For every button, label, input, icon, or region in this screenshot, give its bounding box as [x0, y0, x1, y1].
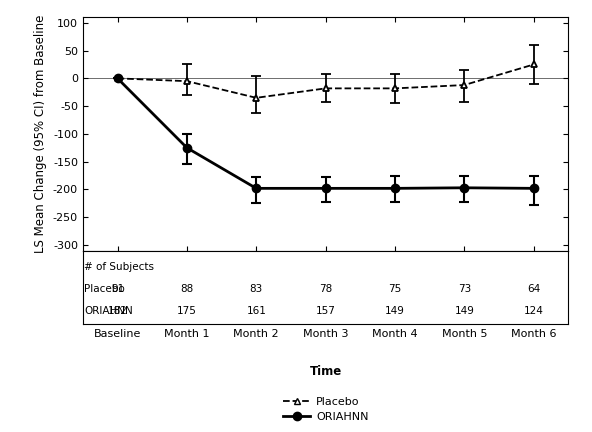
Text: Month 5: Month 5: [442, 329, 487, 339]
Text: 64: 64: [527, 283, 540, 294]
Text: Month 6: Month 6: [511, 329, 556, 339]
Text: ORIAHNN: ORIAHNN: [84, 306, 133, 316]
Text: 182: 182: [108, 306, 127, 316]
Text: 83: 83: [250, 283, 263, 294]
Text: 149: 149: [454, 306, 474, 316]
Text: Month 1: Month 1: [164, 329, 210, 339]
Text: 157: 157: [316, 306, 336, 316]
Text: Placebo: Placebo: [84, 283, 125, 294]
Text: 161: 161: [246, 306, 266, 316]
Text: 78: 78: [319, 283, 332, 294]
Text: Baseline: Baseline: [94, 329, 141, 339]
Text: Month 3: Month 3: [303, 329, 348, 339]
Text: 124: 124: [524, 306, 543, 316]
Text: 175: 175: [177, 306, 197, 316]
Text: 75: 75: [388, 283, 401, 294]
Text: Month 2: Month 2: [233, 329, 279, 339]
Text: 73: 73: [458, 283, 471, 294]
Text: 91: 91: [111, 283, 124, 294]
Text: 149: 149: [385, 306, 405, 316]
Text: 88: 88: [181, 283, 194, 294]
Text: # of Subjects: # of Subjects: [84, 261, 155, 272]
Legend: Placebo, ORIAHNN: Placebo, ORIAHNN: [283, 397, 368, 422]
Text: Time: Time: [310, 365, 342, 378]
Text: Month 4: Month 4: [372, 329, 418, 339]
Y-axis label: LS Mean Change (95% CI) from Baseline: LS Mean Change (95% CI) from Baseline: [34, 15, 47, 253]
